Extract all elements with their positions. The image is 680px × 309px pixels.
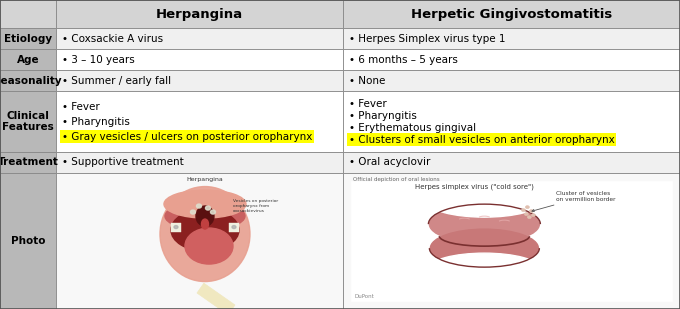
Ellipse shape	[526, 206, 529, 209]
Bar	[343, 152, 680, 173]
Text: • Pharyngitis: • Pharyngitis	[349, 111, 417, 121]
Text: Vesicles on posterior
oropharynx from
coxsackievirus: Vesicles on posterior oropharynx from co…	[233, 199, 278, 213]
Bar	[351, 181, 672, 301]
Bar	[56, 152, 343, 173]
Ellipse shape	[522, 209, 526, 212]
Bar	[343, 91, 680, 152]
Text: Treatment: Treatment	[0, 157, 58, 167]
Text: • Supportive treatment: • Supportive treatment	[62, 157, 184, 167]
Text: • Fever: • Fever	[62, 102, 99, 112]
Bar	[343, 173, 680, 309]
Text: Herpangina: Herpangina	[186, 177, 223, 182]
Text: Age: Age	[16, 55, 39, 65]
Bar	[0, 0, 56, 28]
Text: • Erythematous gingival: • Erythematous gingival	[349, 123, 476, 133]
Text: Herpangina: Herpangina	[156, 8, 243, 21]
Bar	[343, 28, 680, 49]
Bar	[197, 283, 235, 309]
Bar	[56, 70, 343, 91]
Text: Cluster of vesicles
on vermillion border: Cluster of vesicles on vermillion border	[532, 191, 616, 212]
Ellipse shape	[473, 201, 495, 215]
Text: Herpes simplex virus ("cold sore"): Herpes simplex virus ("cold sore")	[415, 184, 534, 190]
Bar	[56, 0, 343, 28]
Ellipse shape	[174, 226, 178, 229]
Text: Seasonality: Seasonality	[0, 76, 62, 86]
Bar	[0, 49, 56, 70]
Ellipse shape	[528, 216, 531, 219]
Ellipse shape	[211, 210, 216, 214]
Text: Photo: Photo	[11, 236, 45, 246]
Text: • 6 months – 5 years: • 6 months – 5 years	[349, 55, 458, 65]
Bar	[56, 173, 343, 309]
Text: • Clusters of small vesicles on anterior oropharynx: • Clusters of small vesicles on anterior…	[349, 135, 615, 145]
Text: • Pharyngitis: • Pharyngitis	[62, 116, 130, 127]
Bar	[56, 28, 343, 49]
Ellipse shape	[165, 202, 245, 230]
Text: DuPont: DuPont	[355, 294, 375, 299]
Bar	[0, 152, 56, 173]
Bar	[229, 223, 239, 232]
Text: Etiology: Etiology	[4, 34, 52, 44]
Ellipse shape	[196, 206, 214, 226]
Ellipse shape	[524, 213, 528, 216]
Ellipse shape	[160, 187, 250, 281]
Text: • Summer / early fall: • Summer / early fall	[62, 76, 171, 86]
Ellipse shape	[205, 206, 211, 210]
Bar	[0, 28, 56, 49]
Text: Herpetic Gingivostomatitis: Herpetic Gingivostomatitis	[411, 8, 612, 21]
Text: • Gray vesicles / ulcers on posterior oropharynx: • Gray vesicles / ulcers on posterior or…	[62, 132, 312, 142]
Text: • Coxsackie A virus: • Coxsackie A virus	[62, 34, 163, 44]
Bar	[171, 223, 181, 232]
Ellipse shape	[428, 187, 541, 217]
Bar	[0, 70, 56, 91]
Ellipse shape	[164, 190, 246, 218]
Ellipse shape	[197, 204, 201, 208]
Ellipse shape	[185, 228, 233, 264]
Ellipse shape	[190, 210, 195, 214]
Ellipse shape	[529, 210, 533, 213]
Bar	[0, 91, 56, 152]
Bar	[56, 49, 343, 70]
Bar	[56, 91, 343, 152]
Text: Official depiction of oral lesions: Official depiction of oral lesions	[353, 177, 439, 182]
Bar	[343, 70, 680, 91]
Ellipse shape	[171, 209, 239, 251]
Text: • 3 – 10 years: • 3 – 10 years	[62, 55, 135, 65]
Bar	[343, 49, 680, 70]
Ellipse shape	[430, 229, 539, 267]
Ellipse shape	[201, 219, 209, 229]
Text: • Oral acyclovir: • Oral acyclovir	[349, 157, 430, 167]
Ellipse shape	[429, 253, 539, 283]
Ellipse shape	[232, 226, 236, 229]
Text: • Fever: • Fever	[349, 99, 386, 108]
Text: • None: • None	[349, 76, 385, 86]
Text: • Herpes Simplex virus type 1: • Herpes Simplex virus type 1	[349, 34, 505, 44]
Ellipse shape	[531, 214, 535, 217]
Ellipse shape	[429, 205, 539, 243]
Text: Clinical
Features: Clinical Features	[2, 111, 54, 132]
Bar	[0, 173, 56, 309]
Bar	[343, 0, 680, 28]
